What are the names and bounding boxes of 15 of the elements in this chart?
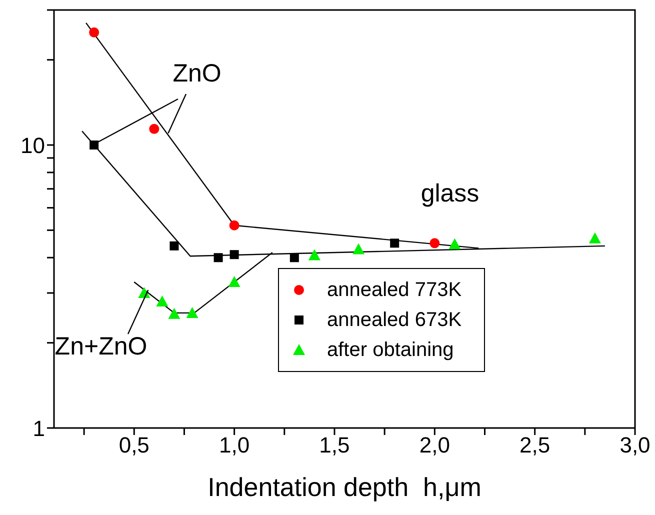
x-axis-title: Indentation depth h,μm [208,472,482,502]
x-tick-label: 3,0 [620,432,650,458]
y-tick-label: 1 [32,416,45,441]
legend-label: after obtaining [327,338,454,363]
y-tick-label: 10 [20,132,45,158]
x-tick-label: 0,5 [118,432,150,458]
legend-label: annealed 773K [327,278,462,303]
annotation: glass [420,180,480,208]
x-tick-label: 2,5 [520,432,550,458]
x-tick-label: 1,5 [319,432,350,458]
x-tick-label: 1,0 [219,432,250,458]
annotation: Zn+ZnO [54,332,148,361]
legend-label: annealed 673K [327,308,462,333]
x-tick-label: 2,0 [419,432,450,458]
annotation: ZnO [172,60,222,88]
